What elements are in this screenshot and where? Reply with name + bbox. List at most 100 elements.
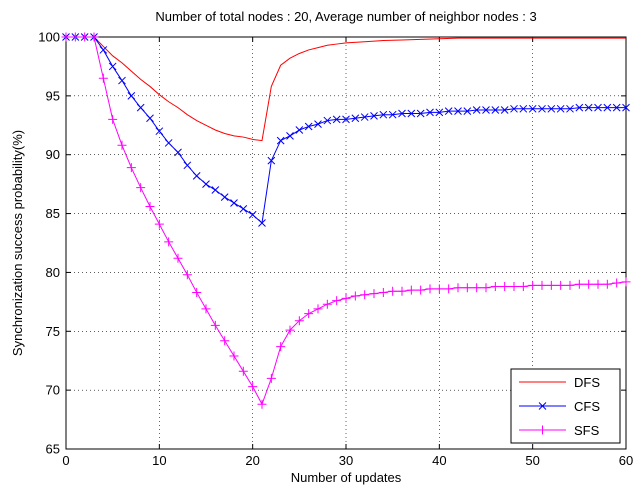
data-point-x-marker bbox=[314, 120, 322, 128]
legend-label-dfs: DFS bbox=[574, 375, 600, 390]
y-tick-label: 100 bbox=[38, 30, 60, 45]
data-point-x-marker bbox=[398, 109, 406, 118]
data-point-x-marker bbox=[276, 136, 285, 145]
data-point-x-marker bbox=[342, 115, 350, 124]
data-point-x-marker bbox=[584, 103, 593, 112]
data-point-plus-marker bbox=[238, 366, 248, 376]
data-point-plus-marker bbox=[416, 285, 426, 295]
series-dfs bbox=[66, 36, 626, 142]
data-point-plus-marker bbox=[397, 286, 407, 296]
data-point-plus-marker bbox=[313, 304, 323, 314]
y-tick-label: 65 bbox=[46, 442, 60, 457]
data-point-plus-marker bbox=[612, 278, 622, 288]
data-point-plus-marker bbox=[500, 282, 510, 292]
data-point-x-marker bbox=[351, 114, 360, 123]
data-point-x-marker bbox=[267, 156, 276, 165]
data-point-plus-marker bbox=[229, 351, 239, 361]
y-tick-label: 80 bbox=[46, 265, 60, 280]
data-point-x-marker bbox=[174, 148, 182, 157]
data-point-x-marker bbox=[202, 180, 210, 188]
data-point-x-marker bbox=[239, 205, 248, 213]
data-point-plus-marker bbox=[322, 299, 332, 309]
data-point-plus-marker bbox=[257, 399, 267, 409]
data-point-plus-marker bbox=[621, 277, 631, 287]
data-point-x-marker bbox=[407, 109, 416, 118]
data-point-x-marker bbox=[258, 219, 266, 227]
data-point-plus-marker bbox=[220, 336, 230, 346]
data-point-plus-marker bbox=[360, 290, 370, 300]
data-point-plus-marker bbox=[341, 293, 351, 303]
data-point-x-marker bbox=[528, 104, 537, 113]
data-point-x-marker bbox=[566, 104, 574, 113]
data-point-x-marker bbox=[500, 106, 509, 114]
data-point-x-marker bbox=[136, 103, 145, 112]
data-point-x-marker bbox=[538, 104, 546, 113]
data-point-plus-marker bbox=[173, 253, 183, 263]
data-point-x-marker bbox=[547, 104, 556, 113]
data-point-x-marker bbox=[118, 76, 126, 85]
legend-label-sfs: SFS bbox=[574, 423, 600, 438]
series-cfs bbox=[62, 33, 630, 227]
data-point-x-marker bbox=[612, 103, 621, 112]
data-point-x-marker bbox=[146, 114, 154, 123]
data-point-plus-marker bbox=[444, 284, 454, 294]
data-point-plus-marker bbox=[248, 382, 258, 392]
data-point-x-marker bbox=[510, 104, 518, 113]
grid-lines bbox=[66, 37, 626, 449]
data-point-plus-marker bbox=[538, 425, 547, 435]
data-point-x-marker bbox=[248, 210, 257, 219]
data-point-x-marker bbox=[388, 110, 397, 119]
x-axis-label: Number of updates bbox=[291, 470, 402, 485]
data-point-x-marker bbox=[472, 106, 481, 114]
data-point-plus-marker bbox=[98, 73, 108, 83]
y-tick-label: 95 bbox=[46, 88, 60, 103]
data-point-x-marker bbox=[416, 109, 425, 118]
y-tick-label: 70 bbox=[46, 383, 60, 398]
data-point-plus-marker bbox=[145, 202, 155, 212]
data-point-x-marker bbox=[444, 107, 453, 116]
data-point-x-marker bbox=[519, 104, 528, 113]
data-point-plus-marker bbox=[285, 325, 295, 335]
data-point-plus-marker bbox=[89, 32, 99, 42]
data-point-plus-marker bbox=[164, 237, 174, 247]
data-point-plus-marker bbox=[70, 32, 80, 42]
data-point-plus-marker bbox=[565, 280, 575, 290]
x-tick-label: 60 bbox=[619, 453, 633, 468]
x-tick-label: 20 bbox=[245, 453, 259, 468]
data-point-plus-marker bbox=[434, 284, 444, 294]
data-point-plus-marker bbox=[210, 320, 220, 330]
data-point-plus-marker bbox=[462, 283, 472, 293]
data-point-plus-marker bbox=[406, 285, 416, 295]
legend: DFS CFS SFS bbox=[510, 368, 621, 444]
data-point-plus-marker bbox=[182, 270, 192, 280]
legend-label-cfs: CFS bbox=[574, 399, 600, 414]
data-point-x-marker bbox=[155, 127, 164, 136]
data-point-plus-marker bbox=[154, 219, 164, 229]
x-tick-label: 30 bbox=[339, 453, 353, 468]
data-point-x-marker bbox=[323, 116, 332, 125]
data-point-plus-marker bbox=[136, 183, 146, 193]
data-point-plus-marker bbox=[453, 283, 463, 293]
data-point-x-marker bbox=[220, 193, 229, 201]
data-point-x-marker bbox=[332, 115, 341, 124]
y-tick-label: 75 bbox=[46, 324, 60, 339]
data-point-plus-marker bbox=[350, 291, 360, 301]
y-axis-label: Synchronization success probability(%) bbox=[10, 130, 25, 356]
data-point-x-marker bbox=[295, 126, 304, 134]
data-point-x-marker bbox=[304, 122, 313, 131]
series-layer bbox=[61, 32, 631, 409]
data-point-x-marker bbox=[426, 108, 434, 117]
data-point-plus-marker bbox=[472, 283, 482, 293]
data-point-x-marker bbox=[108, 62, 117, 71]
series-line-dfs bbox=[66, 36, 626, 142]
data-point-plus-marker bbox=[556, 280, 566, 290]
data-point-x-marker bbox=[379, 110, 388, 119]
data-point-plus-marker bbox=[117, 140, 127, 150]
y-tick-label: 85 bbox=[46, 206, 60, 221]
data-point-x-marker bbox=[183, 161, 192, 170]
data-point-x-marker bbox=[603, 103, 612, 112]
data-point-plus-marker bbox=[80, 32, 90, 42]
data-point-plus-marker bbox=[126, 163, 136, 173]
data-point-plus-marker bbox=[481, 283, 491, 293]
